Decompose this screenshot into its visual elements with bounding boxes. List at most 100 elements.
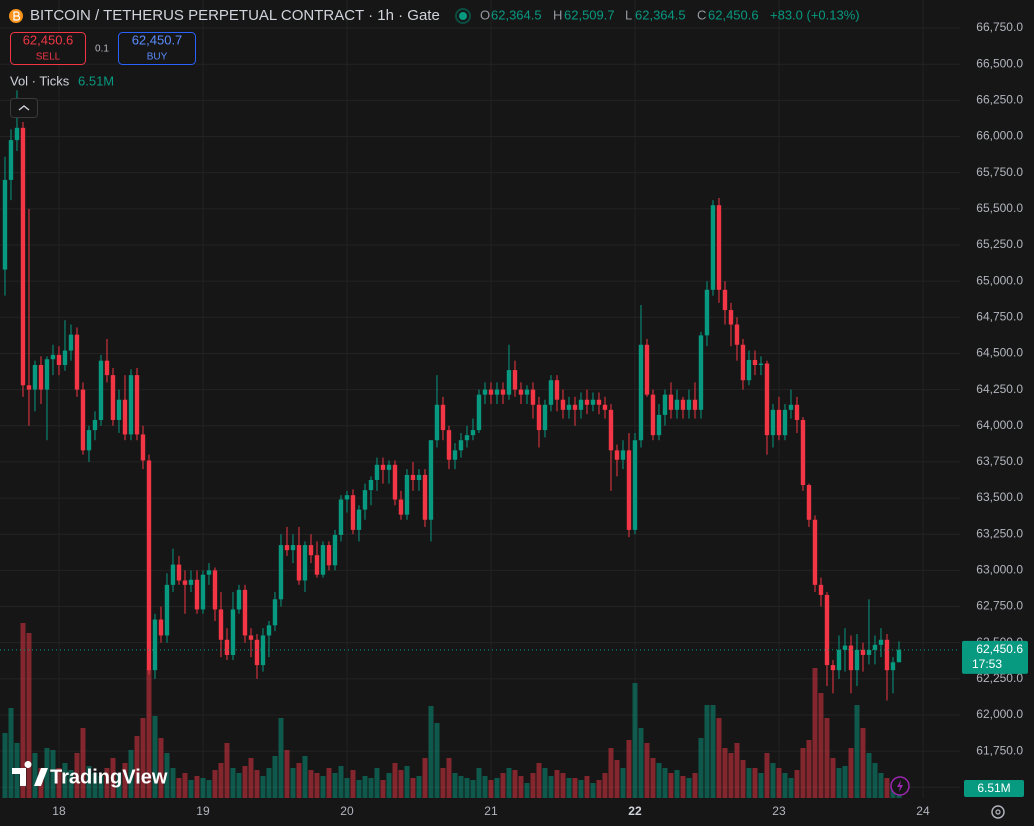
candle-body [686, 399, 692, 410]
volume-bar [572, 778, 578, 798]
volume-bar [596, 780, 602, 798]
volume-bar [416, 776, 422, 798]
volume-bar [392, 763, 398, 798]
candle-body [692, 399, 698, 410]
ohlc-key: L [625, 7, 632, 22]
settings-button[interactable] [991, 805, 1005, 819]
volume-bar [884, 778, 890, 798]
volume-bar [272, 756, 278, 798]
candle-body [80, 389, 86, 451]
volume-bar [458, 776, 464, 798]
volume-bar [116, 773, 122, 798]
volume-bar [422, 758, 428, 798]
candle-body [452, 450, 458, 460]
volume-bar [542, 768, 548, 798]
volume-bar [50, 750, 56, 798]
volume-bar [710, 705, 716, 798]
candle-body [14, 127, 20, 141]
volume-bar [788, 778, 794, 798]
candle-body [836, 649, 842, 671]
candle-body [206, 570, 212, 575]
candle-body [878, 639, 884, 645]
candle-body [356, 509, 362, 530]
volume-bar [818, 693, 824, 798]
volume-bar [524, 783, 530, 798]
volume-bar [68, 770, 74, 798]
candle-body [152, 619, 158, 671]
collapse-button[interactable] [10, 98, 38, 118]
candle-body [260, 635, 266, 666]
volume-bar [170, 768, 176, 798]
volume-bar [440, 768, 446, 798]
y-tick-label: 64,500.0 [976, 346, 1023, 360]
candle-body [164, 584, 170, 636]
candle-body [404, 474, 410, 515]
volume-bar [152, 716, 158, 798]
volume-bar [326, 768, 332, 798]
volume-bar [350, 770, 356, 798]
volume-bar [560, 773, 566, 798]
sell-button[interactable] [10, 32, 86, 65]
candle-body [554, 380, 560, 400]
y-tick-label: 62,250.0 [976, 671, 1023, 685]
volume-bar [836, 768, 842, 798]
candle-body [710, 205, 716, 290]
candle-body [824, 594, 830, 666]
volume-bar [212, 770, 218, 798]
volume-bar [746, 768, 752, 798]
candle-body [806, 485, 812, 520]
volume-bar [362, 776, 368, 798]
volume-bar [554, 770, 560, 798]
candle-body [800, 419, 806, 486]
sell-label: SELL [36, 52, 61, 63]
volume-bar [806, 740, 812, 798]
volume-bar [92, 773, 98, 798]
candle-body [854, 649, 860, 671]
candle-body [512, 370, 518, 390]
candle-body [176, 564, 182, 581]
candle-body [644, 344, 650, 395]
candle-body [290, 545, 296, 551]
y-tick-label: 62,000.0 [976, 707, 1023, 721]
volume-bar [698, 738, 704, 798]
candle-body [572, 404, 578, 410]
candle-body [188, 579, 194, 585]
candle-body [476, 394, 482, 431]
candle-body [746, 359, 752, 381]
candle-body [416, 474, 422, 480]
y-tick-label: 63,250.0 [976, 526, 1023, 540]
ohlc-value: 62,509.7 [564, 7, 615, 22]
candle-body [524, 389, 530, 395]
volume-bar [410, 778, 416, 798]
candle-body [728, 310, 734, 325]
candle-body [92, 419, 98, 431]
candle-body [116, 399, 122, 420]
candle-body [788, 404, 794, 410]
candle-body [320, 545, 326, 575]
last-price-label: 62,450.6 [976, 642, 1023, 656]
candle-body [326, 545, 332, 566]
sell-price: 62,450.6 [23, 32, 74, 47]
candle-body [620, 450, 626, 460]
volume-bar [314, 773, 320, 798]
volume-bar [566, 778, 572, 798]
buy-button[interactable] [118, 32, 196, 65]
candle-body [818, 584, 824, 595]
candle-body [674, 399, 680, 410]
candle-body [662, 394, 668, 415]
volume-bar [482, 776, 488, 798]
volume-bar [602, 773, 608, 798]
candles [2, 90, 902, 701]
volume-bar [284, 750, 290, 798]
candle-body [740, 344, 746, 381]
volume-bar [320, 776, 326, 798]
volume-bar [578, 780, 584, 798]
volume-bar [500, 773, 506, 798]
volume-bar [230, 768, 236, 798]
x-tick-label: 22 [628, 804, 642, 818]
volume-bar [668, 773, 674, 798]
candle-body [50, 354, 56, 360]
volume-bar [530, 773, 536, 798]
volume-bar [404, 766, 410, 798]
